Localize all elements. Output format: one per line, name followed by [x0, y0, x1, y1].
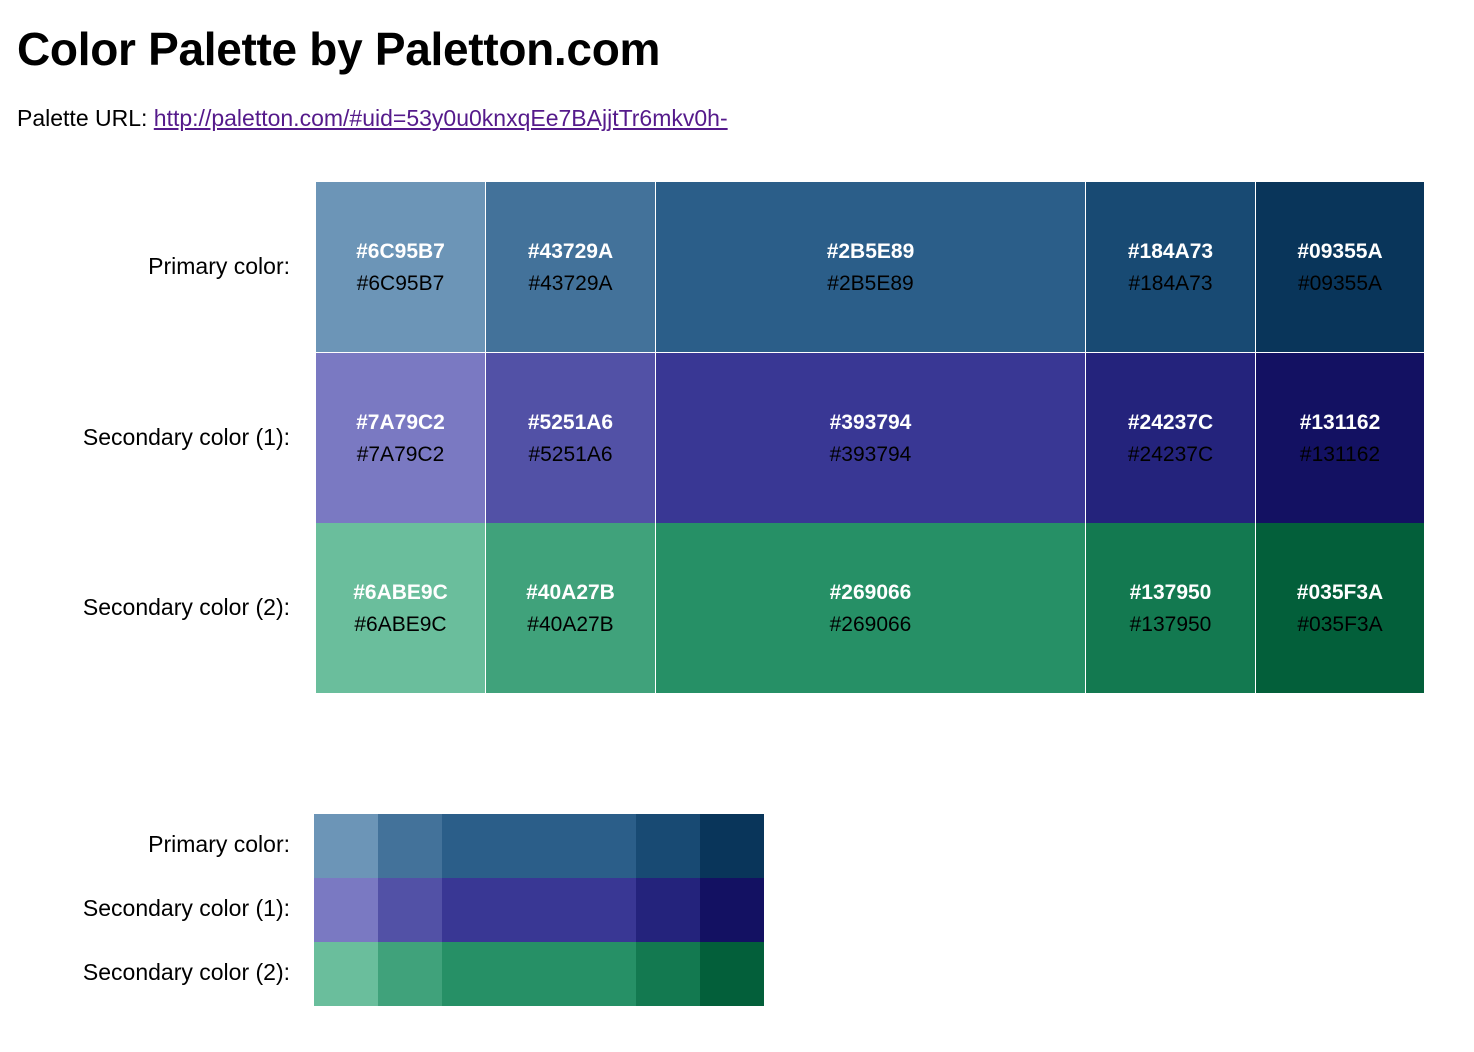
palette-url-line: Palette URL: http://paletton.com/#uid=53…	[17, 104, 728, 132]
color-cell: #09355A #09355A	[1256, 182, 1424, 352]
row-label-secondary-1: Secondary color (1):	[82, 424, 290, 450]
color-cell: #2B5E89 #2B5E89	[656, 182, 1085, 352]
color-cell: #393794 #393794	[656, 353, 1085, 523]
color-hex-light: #393794	[829, 411, 912, 434]
color-cell: #184A73 #184A73	[1086, 182, 1255, 352]
palette-url-label: Palette URL:	[17, 105, 148, 131]
color-hex-dark: #131162	[1299, 443, 1381, 466]
color-hex-light: #137950	[1129, 581, 1212, 604]
color-swatch	[700, 942, 764, 1006]
page-title: Color Palette by Paletton.com	[17, 23, 661, 75]
color-hex-light: #5251A6	[527, 411, 614, 434]
color-hex-dark: #269066	[829, 613, 912, 636]
palette-url-link[interactable]: http://paletton.com/#uid=53y0u0knxqEe7BA…	[153, 105, 728, 131]
color-hex-light: #269066	[829, 581, 912, 604]
small-row-label-primary: Primary color:	[148, 831, 290, 857]
row-label-primary: Primary color:	[148, 253, 290, 279]
color-cell: #40A27B #40A27B	[486, 523, 655, 693]
color-hex-light: #40A27B	[526, 581, 615, 604]
color-hex-dark: #43729A	[528, 272, 613, 295]
color-swatch	[442, 814, 636, 878]
color-hex-dark: #6C95B7	[356, 272, 445, 295]
color-swatch	[314, 814, 378, 878]
color-cell: #6ABE9C #6ABE9C	[316, 523, 485, 693]
color-hex-light: #6ABE9C	[353, 581, 448, 604]
color-hex-dark: #137950	[1129, 613, 1212, 636]
color-hex-dark: #09355A	[1297, 272, 1383, 295]
color-cell: #137950 #137950	[1086, 523, 1255, 693]
color-swatch	[700, 878, 764, 942]
color-hex-light: #7A79C2	[356, 411, 445, 434]
color-hex-light: #6C95B7	[356, 240, 445, 263]
color-hex-light: #035F3A	[1296, 581, 1384, 604]
color-hex-dark: #7A79C2	[356, 443, 445, 466]
color-cell: #131162 #131162	[1256, 353, 1424, 523]
color-hex-dark: #2B5E89	[827, 272, 914, 295]
color-swatch	[442, 878, 636, 942]
color-swatch	[636, 942, 700, 1006]
color-hex-dark: #184A73	[1128, 272, 1213, 295]
color-cell: #269066 #269066	[656, 523, 1085, 693]
color-swatch	[700, 814, 764, 878]
color-swatch	[378, 814, 442, 878]
color-cell: #5251A6 #5251A6	[486, 353, 655, 523]
color-hex-dark: #5251A6	[528, 443, 613, 466]
color-swatch	[442, 942, 636, 1006]
color-cell: #24237C #24237C	[1086, 353, 1255, 523]
color-hex-light: #184A73	[1127, 240, 1214, 263]
color-swatch	[636, 878, 700, 942]
color-swatch	[378, 878, 442, 942]
color-hex-light: #131162	[1299, 411, 1381, 434]
color-hex-dark: #6ABE9C	[354, 613, 447, 636]
color-hex-dark: #035F3A	[1297, 613, 1383, 636]
color-swatch	[314, 942, 378, 1006]
color-swatch	[314, 878, 378, 942]
color-cell: #035F3A #035F3A	[1256, 523, 1424, 693]
color-cell: #6C95B7 #6C95B7	[316, 182, 485, 352]
small-row-label-secondary-2: Secondary color (2):	[82, 959, 290, 985]
color-hex-light: #24237C	[1127, 411, 1214, 434]
color-hex-light: #43729A	[527, 240, 614, 263]
small-row-label-secondary-1: Secondary color (1):	[82, 895, 290, 921]
row-label-secondary-2: Secondary color (2):	[82, 594, 290, 620]
color-hex-dark: #40A27B	[527, 613, 614, 636]
color-swatch	[636, 814, 700, 878]
color-hex-light: #2B5E89	[826, 240, 915, 263]
color-hex-dark: #24237C	[1127, 443, 1214, 466]
color-cell: #7A79C2 #7A79C2	[316, 353, 485, 523]
color-cell: #43729A #43729A	[486, 182, 655, 352]
color-swatch	[378, 942, 442, 1006]
color-hex-dark: #393794	[829, 443, 912, 466]
color-hex-light: #09355A	[1297, 240, 1383, 263]
